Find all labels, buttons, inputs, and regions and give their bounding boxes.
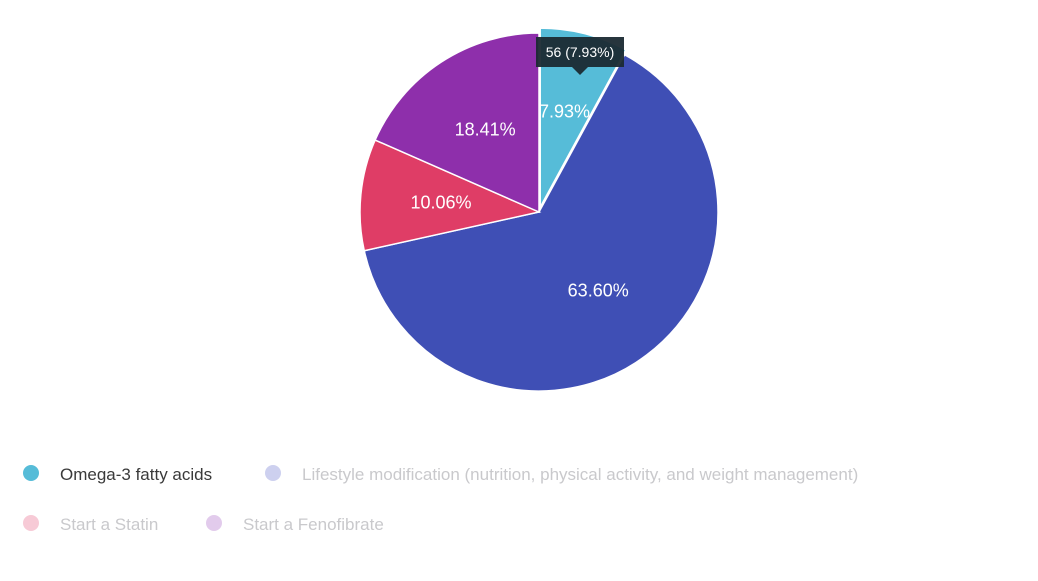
legend-label: Start a Statin	[60, 515, 158, 534]
legend-label: Lifestyle modification (nutrition, physi…	[302, 465, 858, 484]
pie-slice-omega-3-fatty-acids[interactable]	[539, 27, 627, 208]
legend-item-lifestyle-modification-nutrition-physical-activity-and-weight-management[interactable]: Lifestyle modification (nutrition, physi…	[265, 465, 858, 484]
pie-slice-lifestyle-modification-nutrition-physical-activity-and-weight-management[interactable]	[363, 53, 719, 392]
legend-label: Start a Fenofibrate	[243, 515, 384, 534]
pie-slices	[359, 27, 719, 392]
legend-label: Omega-3 fatty acids	[60, 465, 212, 484]
pie-slice-label-start-a-statin: 10.06%	[410, 192, 471, 212]
pie-slice-label-omega-3-fatty-acids: 7.93%	[539, 102, 590, 122]
pie-slice-labels: 7.93% 63.60% 10.06% 18.41%	[410, 102, 628, 301]
pie-slice-start-a-statin[interactable]	[359, 139, 542, 252]
legend-item-start-a-fenofibrate[interactable]: Start a Fenofibrate	[206, 515, 384, 534]
pie-slice-start-a-fenofibrate[interactable]	[374, 32, 540, 214]
legend-marker	[265, 465, 281, 481]
pie-slice-label-start-a-fenofibrate: 18.41%	[455, 120, 516, 140]
pie-slice-label-lifestyle-modification-nutrition-physical-activity-and-weight-management: 63.60%	[568, 281, 629, 301]
tooltip-text: 56 (7.93%)	[546, 44, 614, 60]
legend-item-omega-3-fatty-acids[interactable]: Omega-3 fatty acids	[23, 465, 212, 484]
tooltip-box	[536, 37, 624, 75]
legend-marker	[206, 515, 222, 531]
legend-marker	[23, 465, 39, 481]
chart-tooltip: 56 (7.93%)	[536, 37, 624, 75]
chart-legend: Omega-3 fatty acids Lifestyle modificatio…	[23, 465, 858, 534]
legend-item-start-a-statin[interactable]: Start a Statin	[23, 515, 158, 534]
legend-marker	[23, 515, 39, 531]
